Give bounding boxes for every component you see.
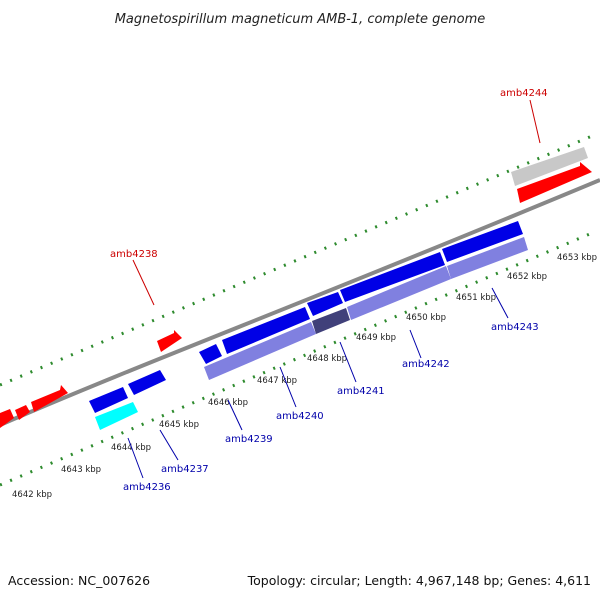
- topology-text: Topology: circular; Length: 4,967,148 bp…: [247, 573, 591, 588]
- gene-arrow-amb4243[interactable]: [442, 221, 523, 262]
- gene-label-amb4240[interactable]: amb4240: [276, 411, 324, 422]
- gene-label-amb4237[interactable]: amb4237: [161, 464, 209, 475]
- tick-label: 4649 kbp: [356, 333, 396, 343]
- gene-arrow-amb4241[interactable]: [307, 292, 343, 316]
- gene-label-amb4242[interactable]: amb4242: [402, 359, 450, 370]
- tick-label: 4650 kbp: [406, 313, 446, 323]
- gene-arrow-amb4242[interactable]: [340, 252, 445, 302]
- gene-arrow-grey[interactable]: [511, 147, 588, 186]
- tick-label: 4642 kbp: [12, 490, 52, 500]
- gene-arrow[interactable]: [15, 405, 30, 420]
- gene-arrow-amb4240[interactable]: [222, 307, 310, 354]
- kbp-tick-labels: 4642 kbp 4643 kbp 4644 kbp 4645 kbp 4646…: [12, 253, 597, 500]
- gene-label-amb4241[interactable]: amb4241: [337, 386, 385, 397]
- highlight-gene-cyan[interactable]: [95, 402, 138, 430]
- gene-label-amb4238[interactable]: amb4238: [110, 249, 158, 260]
- map-title: Magnetospirillum magneticum AMB-1, compl…: [115, 12, 486, 27]
- gene-arrow-amb4237[interactable]: [128, 370, 166, 395]
- accession-text: Accession: NC_007626: [8, 573, 150, 588]
- gene-arrow[interactable]: [0, 409, 14, 428]
- tick-label: 4648 kbp: [307, 354, 347, 364]
- gene-label-amb4239[interactable]: amb4239: [225, 434, 273, 445]
- overlay-bar: [447, 237, 528, 279]
- gene-label-amb4236[interactable]: amb4236: [123, 482, 171, 493]
- tick-label: 4645 kbp: [159, 420, 199, 430]
- gene-arrow[interactable]: [31, 385, 68, 412]
- tick-label: 4644 kbp: [111, 443, 151, 453]
- tick-label: 4652 kbp: [507, 272, 547, 282]
- gene-label-amb4243[interactable]: amb4243: [491, 322, 539, 333]
- gene-label-amb4244[interactable]: amb4244: [500, 88, 548, 99]
- tick-label: 4646 kbp: [208, 398, 248, 408]
- tick-label: 4643 kbp: [61, 465, 101, 475]
- reverse-strand-genes: [89, 221, 523, 413]
- gene-label-leaders: [127, 99, 541, 479]
- feature-overlay: [95, 237, 528, 430]
- overlay-bar: [204, 322, 316, 380]
- tick-label: 4647 kbp: [257, 376, 297, 386]
- gene-arrow-amb4244[interactable]: [517, 162, 592, 203]
- tick-label: 4651 kbp: [456, 293, 496, 303]
- gene-labels: amb4244 amb4238 amb4236 amb4237 amb4239 …: [110, 88, 548, 493]
- overlay-bar: [347, 266, 451, 320]
- genome-backbone: [0, 178, 600, 427]
- overlay-bar: [312, 308, 350, 334]
- upper-tick-track: [0, 134, 593, 387]
- forward-strand-genes: [0, 147, 592, 428]
- gene-arrow-amb4239[interactable]: [199, 344, 222, 364]
- gene-arrow-amb4236[interactable]: [89, 387, 128, 413]
- tick-label: 4653 kbp: [557, 253, 597, 263]
- gene-arrow[interactable]: [157, 330, 182, 352]
- lower-tick-track: [0, 231, 593, 487]
